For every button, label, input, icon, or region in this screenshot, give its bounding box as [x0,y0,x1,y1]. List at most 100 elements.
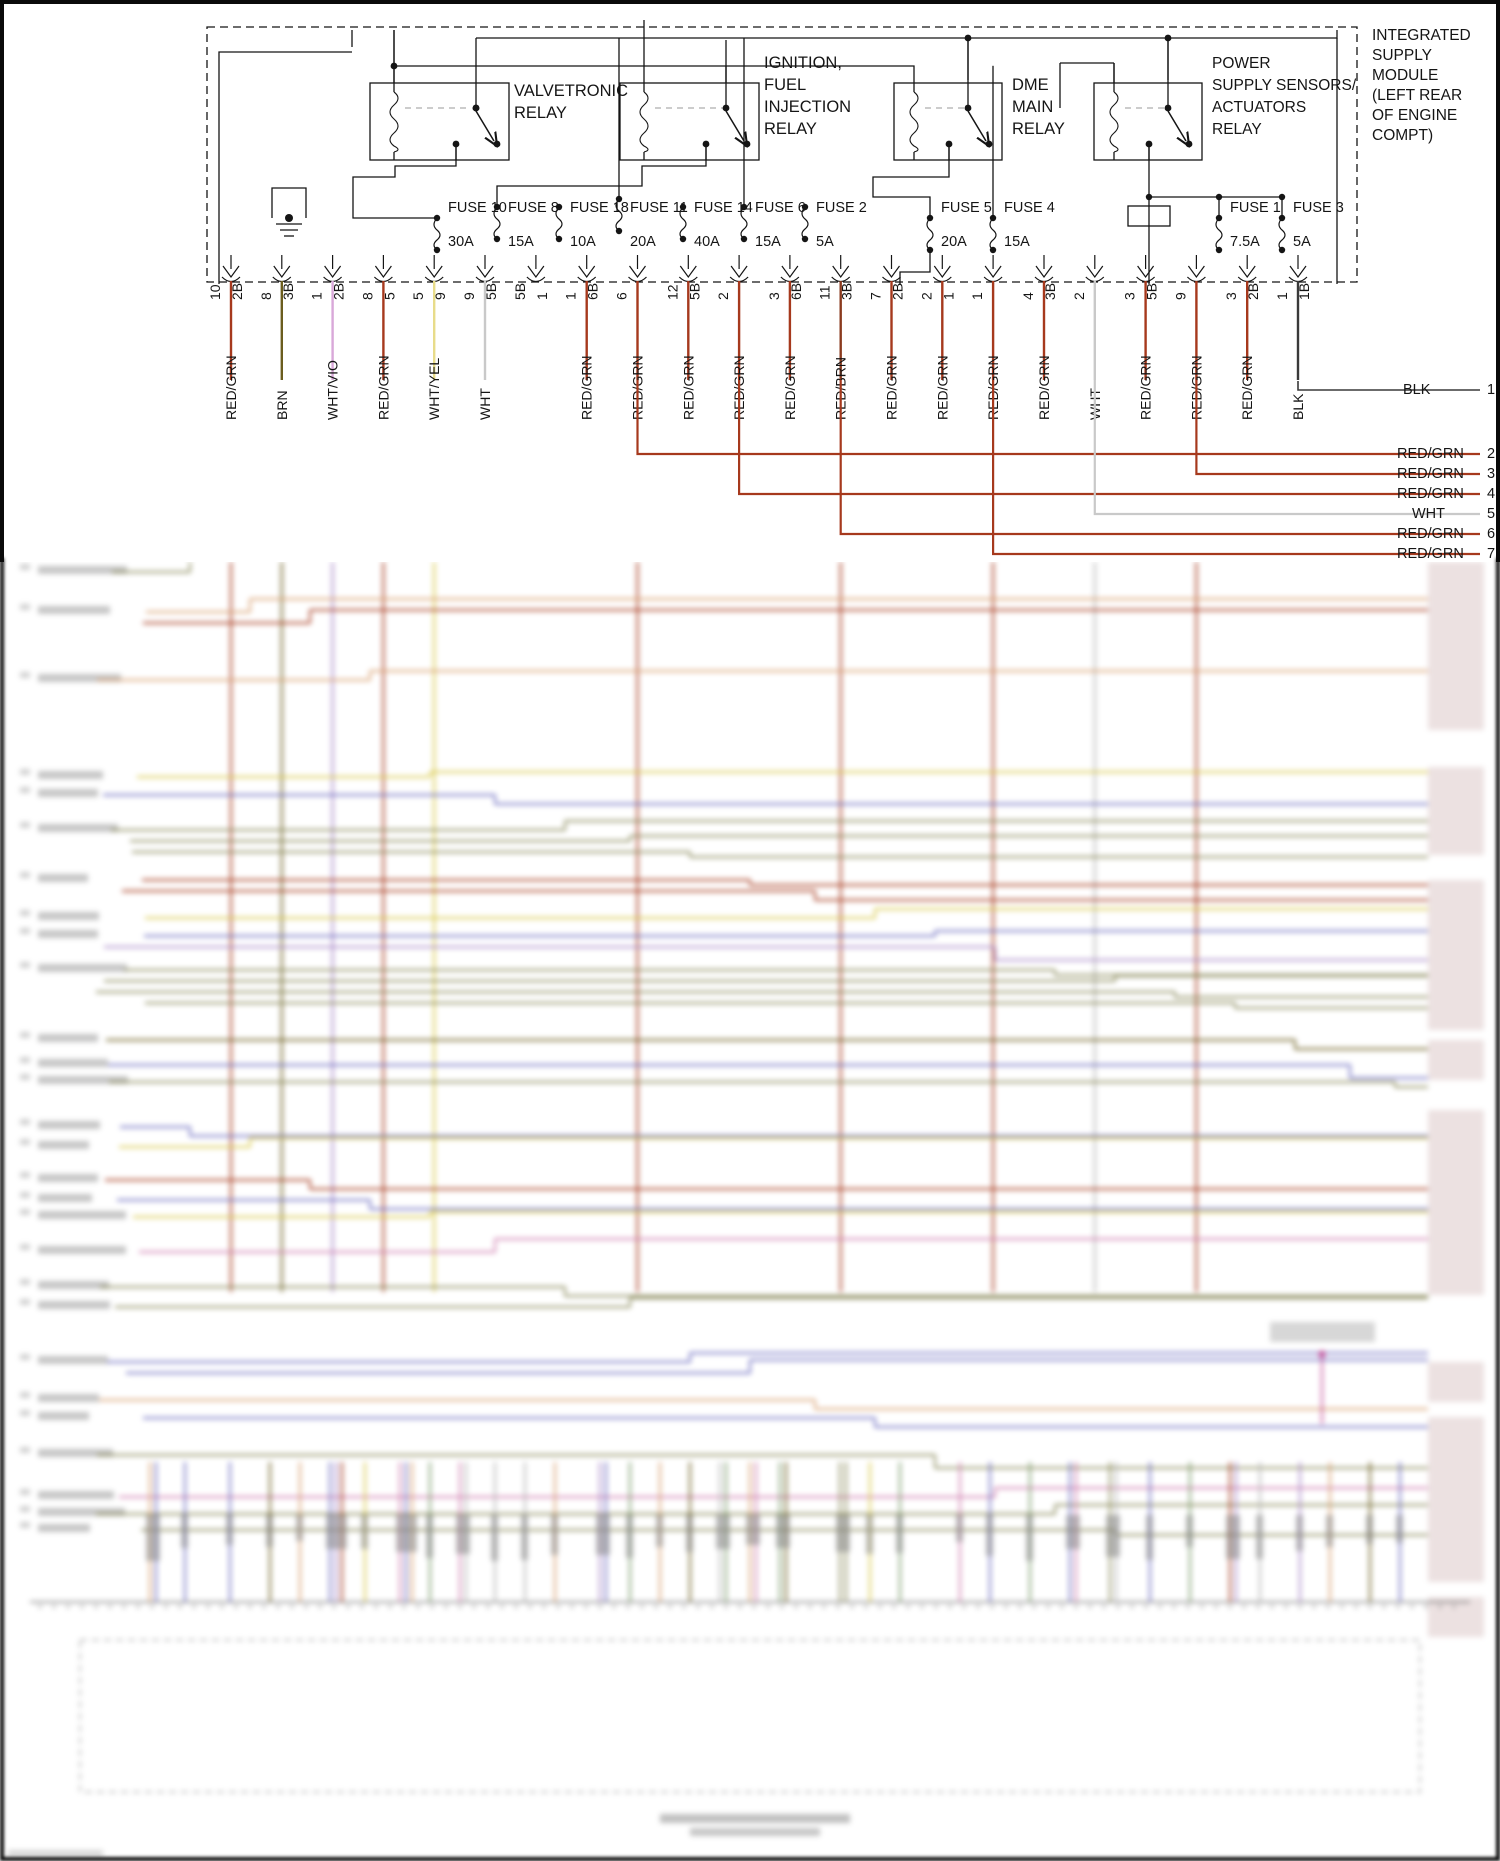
svg-text:10A: 10A [570,234,596,250]
svg-text:FUSE 6: FUSE 6 [755,200,806,216]
svg-text:15A: 15A [508,234,534,250]
svg-text:1: 1 [309,292,325,300]
svg-text:ACTUATORS: ACTUATORS [1212,99,1306,116]
svg-text:FUSE 2: FUSE 2 [816,200,867,216]
svg-text:5: 5 [1487,506,1495,522]
svg-text:9: 9 [1172,292,1188,300]
svg-text:FUSE 8: FUSE 8 [508,200,559,216]
svg-text:RED/GRN: RED/GRN [223,355,239,420]
svg-text:RELAY: RELAY [764,120,817,138]
svg-text:RED/GRN: RED/GRN [1138,355,1154,420]
svg-text:5B: 5B [686,283,702,300]
svg-text:1: 1 [1487,382,1495,398]
svg-text:6: 6 [614,292,630,300]
svg-text:5: 5 [381,292,397,300]
svg-text:6B: 6B [788,283,804,300]
svg-text:3B: 3B [280,283,296,300]
svg-text:IGNITION,: IGNITION, [764,54,842,72]
svg-text:2: 2 [715,292,731,300]
svg-text:BLK: BLK [1290,393,1306,420]
svg-text:RED/GRN: RED/GRN [375,355,391,420]
svg-text:15A: 15A [1004,234,1030,250]
svg-text:8: 8 [258,292,274,300]
svg-text:SUPPLY SENSORS/: SUPPLY SENSORS/ [1212,77,1357,94]
svg-text:2B: 2B [890,283,906,300]
svg-text:(LEFT REAR: (LEFT REAR [1372,87,1462,104]
svg-text:BRN: BRN [274,390,290,420]
svg-text:5B: 5B [1144,283,1160,300]
svg-text:COMPT): COMPT) [1372,127,1433,144]
svg-text:WHT/YEL: WHT/YEL [426,358,442,420]
svg-text:RED/GRN: RED/GRN [1397,446,1464,462]
svg-text:WHT/VIO: WHT/VIO [325,360,341,420]
svg-text:30A: 30A [448,234,474,250]
svg-text:3B: 3B [839,283,855,300]
svg-text:3B: 3B [1042,283,1058,300]
svg-text:1: 1 [534,292,550,300]
svg-text:RELAY: RELAY [1212,121,1262,138]
svg-text:RED/GRN: RED/GRN [782,355,798,420]
svg-text:RED/GRN: RED/GRN [1397,466,1464,482]
svg-text:5B: 5B [483,283,499,300]
svg-text:FUSE 4: FUSE 4 [1004,200,1055,216]
svg-text:1: 1 [563,292,579,300]
svg-text:3: 3 [1487,466,1495,482]
svg-text:7.5A: 7.5A [1230,234,1260,250]
svg-text:RELAY: RELAY [1012,120,1065,138]
svg-text:6: 6 [1487,526,1495,542]
svg-text:2: 2 [1071,292,1087,300]
svg-text:40A: 40A [694,234,720,250]
svg-text:MAIN: MAIN [1012,98,1053,116]
svg-text:RED/GRN: RED/GRN [680,355,696,420]
svg-text:5B: 5B [512,283,528,300]
svg-text:5A: 5A [1293,234,1311,250]
svg-text:5: 5 [410,292,426,300]
svg-text:INJECTION: INJECTION [764,98,851,116]
svg-text:RED/GRN: RED/GRN [934,355,950,420]
svg-text:RED/GRN: RED/GRN [1397,546,1464,562]
svg-text:20A: 20A [941,234,967,250]
svg-text:3: 3 [1223,292,1239,300]
svg-text:FUSE 5: FUSE 5 [941,200,992,216]
svg-text:4: 4 [1020,292,1036,300]
svg-text:DME: DME [1012,76,1049,94]
svg-text:RED/GRN: RED/GRN [1239,355,1255,420]
svg-text:SUPPLY: SUPPLY [1372,47,1432,64]
svg-text:VALVETRONIC: VALVETRONIC [514,82,628,100]
svg-text:RED/GRN: RED/GRN [884,355,900,420]
svg-text:3: 3 [1122,292,1138,300]
svg-text:15A: 15A [755,234,781,250]
svg-text:11: 11 [817,285,833,300]
svg-text:FUSE 1: FUSE 1 [1230,200,1281,216]
svg-text:OF ENGINE: OF ENGINE [1372,107,1457,124]
svg-text:FUSE 18: FUSE 18 [570,200,629,216]
svg-text:MODULE: MODULE [1372,67,1438,84]
svg-text:RELAY: RELAY [514,104,567,122]
svg-text:9: 9 [432,292,448,300]
svg-text:9: 9 [461,292,477,300]
svg-text:2: 2 [1487,446,1495,462]
svg-text:FUSE 3: FUSE 3 [1293,200,1344,216]
svg-text:20A: 20A [630,234,656,250]
svg-text:RED/GRN: RED/GRN [1397,526,1464,542]
svg-text:2B: 2B [1245,283,1261,300]
svg-text:FUEL: FUEL [764,76,806,94]
svg-text:1: 1 [940,292,956,300]
svg-text:8: 8 [359,292,375,300]
svg-text:POWER: POWER [1212,55,1271,72]
svg-text:RED/GRN: RED/GRN [579,355,595,420]
svg-text:2B: 2B [229,283,245,300]
svg-text:10: 10 [207,284,223,300]
svg-text:4: 4 [1487,486,1495,502]
svg-text:BLK: BLK [1403,382,1431,398]
svg-text:2B: 2B [331,283,347,300]
svg-text:FUSE 11: FUSE 11 [630,200,688,216]
svg-text:12: 12 [664,284,680,300]
svg-text:1: 1 [1274,292,1290,300]
svg-text:WHT: WHT [477,388,493,420]
svg-text:WHT: WHT [1412,506,1445,522]
svg-text:1: 1 [969,292,985,300]
svg-text:3: 3 [766,292,782,300]
svg-text:1B: 1B [1296,283,1312,300]
svg-text:INTEGRATED: INTEGRATED [1372,27,1471,44]
